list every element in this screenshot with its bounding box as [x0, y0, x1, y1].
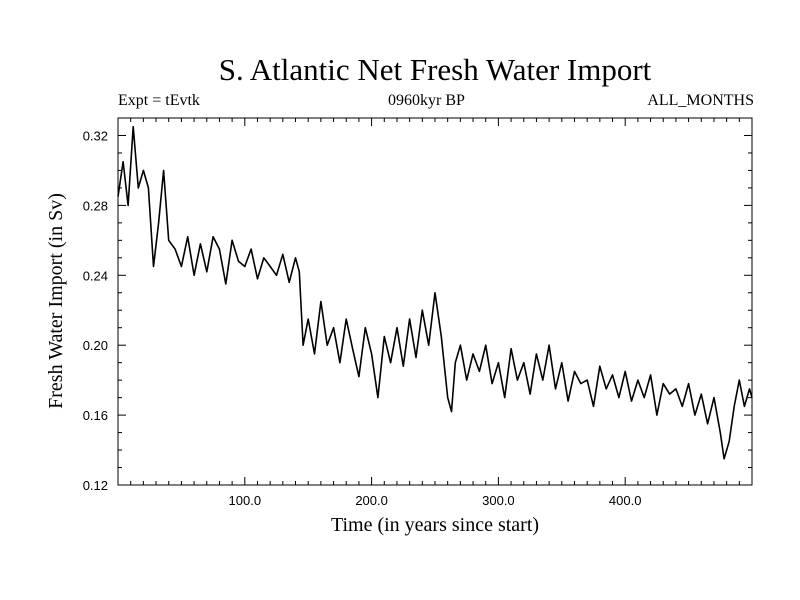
x-tick-label: 400.0: [609, 493, 642, 508]
chart-title: S. Atlantic Net Fresh Water Import: [218, 52, 652, 87]
plot-area-frame: [117, 117, 753, 486]
x-tick-label: 100.0: [229, 493, 262, 508]
experiment-label: Expt = tEvtk: [118, 92, 200, 109]
x-tick-label: 300.0: [482, 493, 515, 508]
y-axis-title: Fresh Water Import (in Sv): [45, 193, 67, 409]
y-tick-label: 0.20: [83, 338, 108, 353]
y-tick-label: 0.28: [83, 198, 108, 213]
y-tick-label: 0.32: [83, 128, 108, 143]
x-tick-label: 200.0: [355, 493, 388, 508]
y-tick-label: 0.24: [83, 268, 108, 283]
y-tick-label: 0.12: [83, 478, 108, 493]
x-axis-title: Time (in years since start): [331, 514, 539, 536]
period-label: 0960kyr BP: [388, 92, 465, 109]
fresh-water-import-line: [117, 125, 753, 460]
months-label: ALL_MONTHS: [647, 92, 754, 109]
y-tick-label: 0.16: [83, 408, 108, 423]
